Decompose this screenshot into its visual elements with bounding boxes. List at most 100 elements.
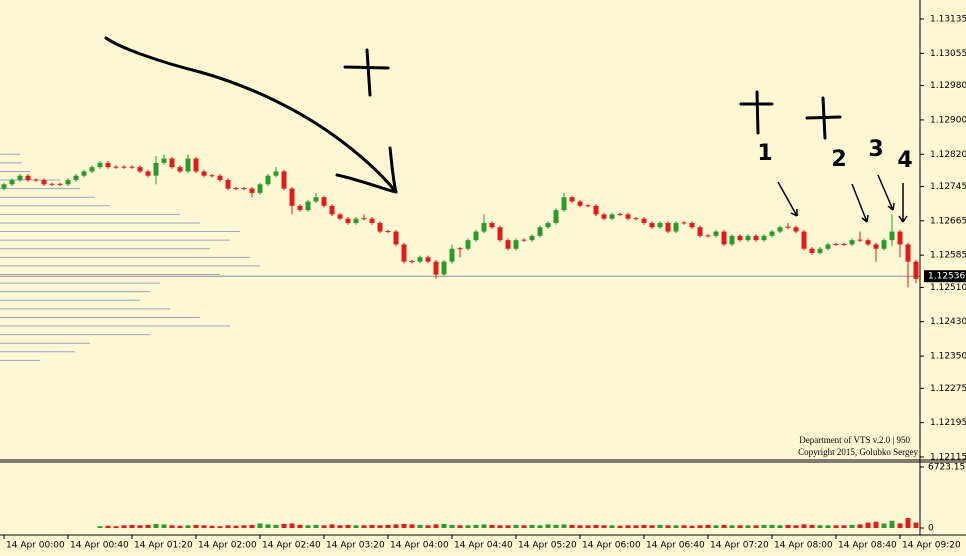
candle-body [665,222,671,232]
candle-body [273,171,279,176]
volume-bar [145,524,151,528]
volume-bar [593,524,599,528]
volume-bar [657,524,663,528]
volume-bar [721,524,727,528]
candle-body [425,257,431,262]
y-tick-label: 1.12275 [930,384,966,394]
candle-body [657,222,663,228]
annotation-label: 1 [757,141,772,166]
volume-bar [161,524,167,528]
current-price-label: 1.12536 [928,272,965,282]
volume-bar [873,521,879,528]
y-tick-label: 1.13135 [930,15,966,25]
candle-body [809,248,815,254]
volume-bar [609,525,615,528]
volume-bar [881,523,887,528]
candle-body [257,184,263,193]
volume-bar [409,524,415,528]
candle-body [233,188,239,190]
x-tick-label: 14 Apr 00:40 [70,541,129,551]
volume-bar [281,523,287,528]
volume-bar [345,524,351,528]
volume-bar [105,525,111,528]
candle-body [721,231,727,245]
volume-bar [489,524,495,528]
plot-layer: 1.13135 1.13055 1.12980 1.12900 1.12820 1.127… [0,15,966,551]
candle-body [593,205,599,215]
candle-body [9,180,15,185]
y-tick-label: 1.12745 [930,182,966,192]
volume-bar [305,525,311,528]
candle-body [25,175,31,181]
annotation-label: 2 [831,147,846,172]
x-tick-label: 14 Apr 05:20 [518,541,577,551]
candle-body [713,231,719,236]
volume-bar [169,525,175,528]
volume-bar [137,525,143,528]
candle-body [465,240,471,249]
candle-body [785,226,791,228]
volume-bar [505,525,511,528]
candle-body [585,205,591,207]
volume-bar [817,525,823,528]
volume-bar [785,524,791,528]
candle-body [873,244,879,249]
volume-bar [673,525,679,528]
candle-body [697,227,703,236]
x-tick-label: 14 Apr 04:40 [454,541,513,551]
x-tick-label: 14 Apr 02:40 [262,541,321,551]
volume-bar [337,525,343,528]
volume-bar [697,525,703,528]
y-tick-label: 1.12195 [930,418,966,428]
volume-bar [289,523,295,528]
annotation-label: 4 [897,148,912,173]
y-tick-label: 1.12430 [930,317,966,327]
candle-body [217,175,223,181]
candle-body [385,231,391,233]
candle-body [305,201,311,211]
candle-body [609,214,615,219]
candle-body [673,222,679,232]
candle-body [641,218,647,223]
volume-bar [217,526,223,528]
volume-bar [513,524,519,528]
volume-bar [753,525,759,528]
candle-body [65,180,71,185]
volume-bar [577,525,583,528]
candle-body [417,257,423,262]
y-tick-label: 1.13055 [930,49,966,59]
volume-bar [257,523,263,528]
candle-body [369,218,375,223]
candle-body [193,158,199,172]
volume-bar [97,526,103,528]
candle-body [241,188,247,190]
volume-bar [841,525,847,528]
volume-bar [825,525,831,528]
volume-bar [521,525,527,528]
volume-bar [209,525,215,528]
volume-bar [897,523,903,528]
candle-body [497,227,503,241]
candle-body [73,175,79,181]
volume-bar [849,524,855,528]
volume-bar [201,525,207,528]
drawn-arrow [104,36,398,194]
volume-bar [729,525,735,528]
volume-bar [761,524,767,528]
candle-body [905,244,911,262]
volume-bar [153,523,159,528]
candle-body [121,166,127,168]
candle-body [361,218,367,220]
volume-bar [249,524,255,528]
candle-body [169,158,175,168]
volume-tick-label: 0 [928,524,934,534]
x-tick-label: 14 Apr 01:20 [134,541,193,551]
volume-bar [625,525,631,528]
candle-body [33,179,39,181]
volume-bar [393,524,399,528]
volume-bar [465,525,471,528]
candle-body [545,222,551,228]
volume-bar [449,524,455,528]
candle-body [529,235,535,241]
volume-bar [889,520,895,528]
